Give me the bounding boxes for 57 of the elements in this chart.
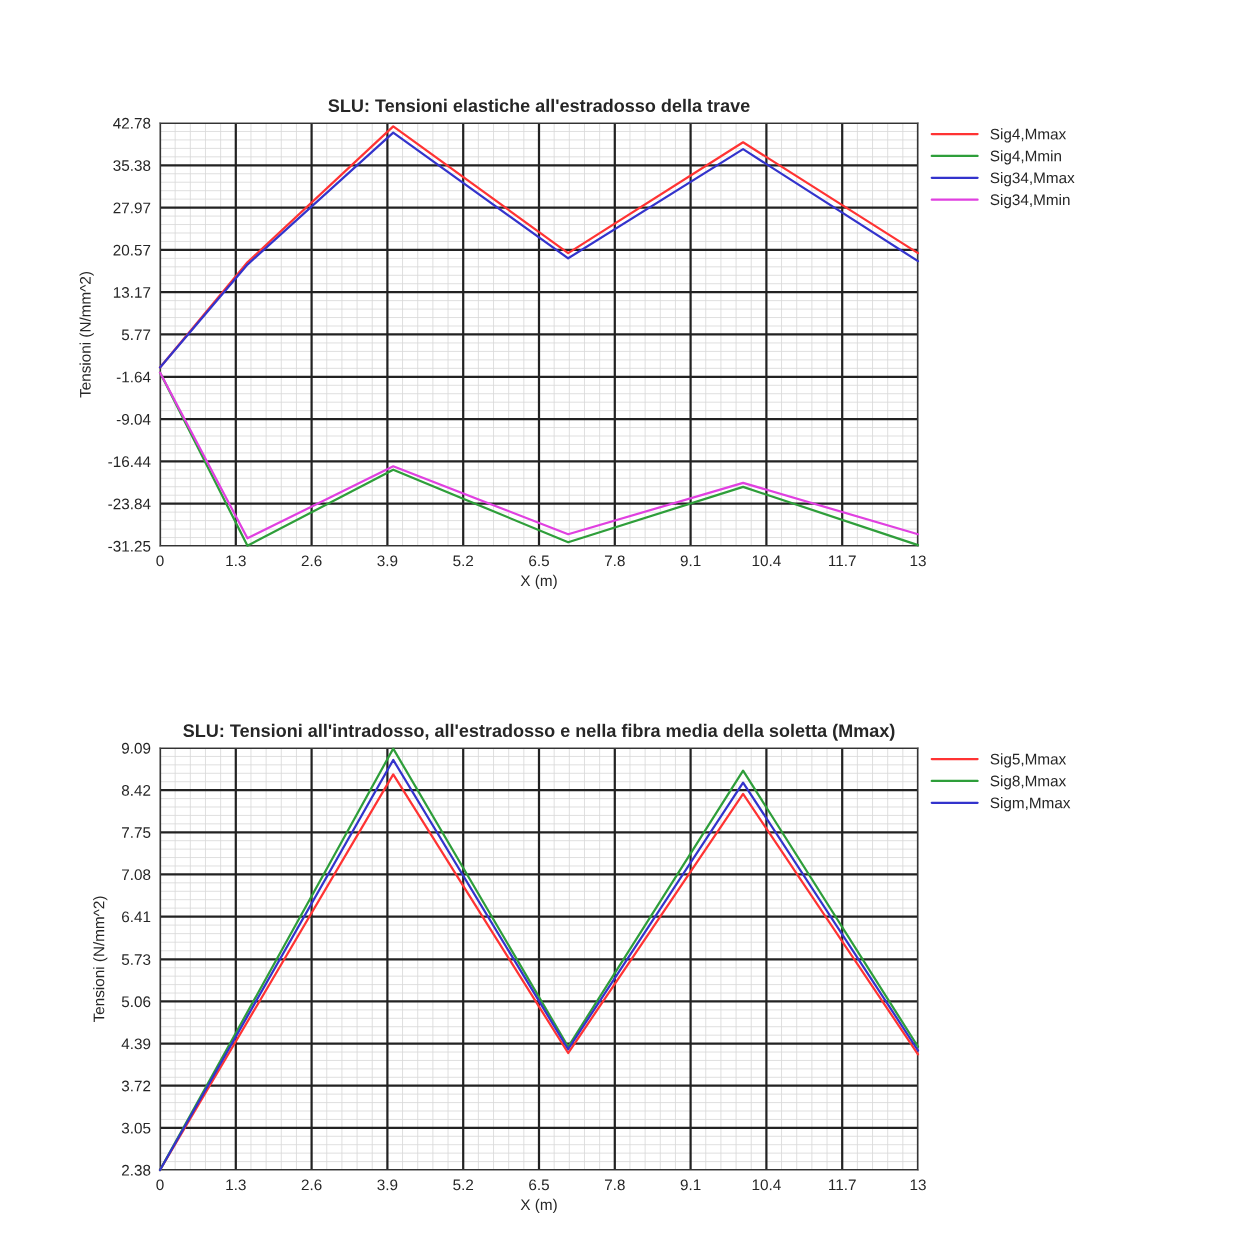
x-tick-label: 5.2 <box>453 555 474 567</box>
y-tick-label: 7.08 <box>122 869 151 881</box>
y-tick-label: -31.25 <box>108 540 151 552</box>
y-tick-label: -1.64 <box>116 371 151 383</box>
y-tick-label: 2.38 <box>122 1164 151 1176</box>
y-axis-title: Tensioni (N/mm^2) <box>93 896 108 1023</box>
x-tick-label: 3.9 <box>377 1179 398 1191</box>
x-tick-label: 0 <box>156 555 164 567</box>
x-tick-label: 5.2 <box>453 1179 474 1191</box>
legend-label: Sig8,Mmax <box>990 775 1067 790</box>
x-tick-label: 13 <box>910 1179 926 1191</box>
x-tick-label: 2.6 <box>301 555 322 567</box>
x-tick-label: 7.8 <box>604 555 625 567</box>
y-tick-label: 8.42 <box>121 785 151 796</box>
y-axis-title: Tensioni (N/mm^2) <box>79 272 94 398</box>
y-tick-label: 13.17 <box>113 287 151 298</box>
x-tick-label: 1.3 <box>226 1179 246 1191</box>
y-tick-label: 9.09 <box>121 742 151 754</box>
y-tick-label: -16.44 <box>108 456 151 468</box>
x-tick-label: 9.1 <box>680 1179 701 1191</box>
x-tick-label: 6.5 <box>529 555 549 567</box>
y-tick-label: 3.05 <box>121 1122 151 1134</box>
x-tick-label: 1.3 <box>226 555 246 567</box>
y-tick-label: 5.77 <box>121 329 151 341</box>
y-tick-label: 42.78 <box>113 117 151 129</box>
x-tick-label: 7.8 <box>604 1179 625 1191</box>
legend-label: Sigm,Mmax <box>990 797 1071 812</box>
x-tick-label: 10.4 <box>752 1179 781 1191</box>
y-tick-label: 20.57 <box>113 244 151 256</box>
legend-label: Sig4,Mmin <box>990 150 1061 165</box>
x-tick-label: 0 <box>156 1179 164 1191</box>
x-tick-label: 6.5 <box>529 1179 549 1191</box>
legend-label: Sig34,Mmax <box>990 172 1075 187</box>
x-tick-label: 11.7 <box>829 1179 856 1191</box>
y-tick-label: -23.84 <box>108 498 151 510</box>
x-axis-title: X (m) <box>520 1198 557 1214</box>
y-tick-label: 7.75 <box>122 827 151 838</box>
legend-label: Sig34,Mmin <box>990 193 1070 209</box>
y-tick-label: 5.73 <box>121 954 151 965</box>
x-tick-label: 9.1 <box>680 555 701 567</box>
x-tick-label: 2.6 <box>301 1179 322 1191</box>
y-tick-label: 4.39 <box>121 1038 151 1050</box>
x-axis-title: X (m) <box>520 574 557 590</box>
chart-title: SLU: Tensioni all'intradosso, all'estradosso e nella fibra media della soletta (Mmax) <box>183 723 895 741</box>
y-tick-label: 6.41 <box>122 911 151 923</box>
legend-label: Sig4,Mmax <box>990 128 1067 143</box>
x-tick-label: 10.4 <box>752 555 781 567</box>
y-tick-label: -9.04 <box>116 413 151 425</box>
y-tick-label: 3.72 <box>121 1080 151 1092</box>
chart-title: SLU: Tensioni elastiche all'estradosso della trave <box>328 98 750 113</box>
x-tick-label: 13 <box>910 555 926 567</box>
legend-label: Sig5,Mmax <box>990 753 1067 768</box>
y-tick-label: 27.97 <box>113 202 151 214</box>
y-tick-label: 35.38 <box>113 160 151 171</box>
x-tick-label: 3.9 <box>377 555 398 567</box>
x-tick-label: 11.7 <box>829 555 856 567</box>
y-tick-label: 5.06 <box>121 996 151 1008</box>
